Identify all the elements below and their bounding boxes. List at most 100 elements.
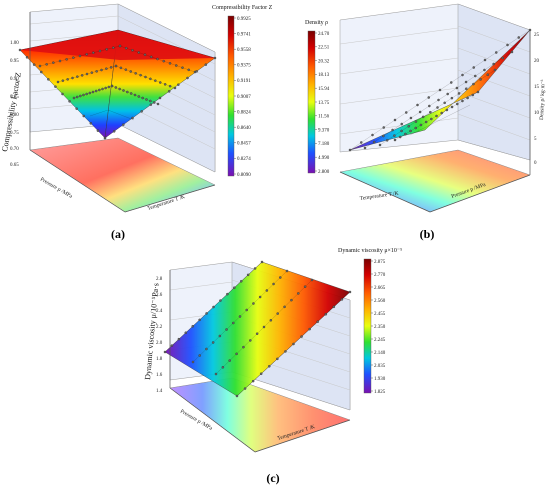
surface-marker	[416, 103, 419, 107]
surface-marker	[98, 49, 102, 53]
surface-marker	[143, 53, 147, 56]
surface-marker	[300, 335, 303, 338]
panel-a-ztick: 0.80	[10, 113, 19, 118]
surface-marker	[332, 305, 336, 309]
surface-marker	[65, 58, 68, 61]
surface-marker	[162, 59, 165, 63]
surface-marker	[133, 93, 137, 97]
surface-marker	[253, 267, 257, 270]
surface-marker	[464, 87, 468, 91]
surface-marker	[104, 86, 107, 90]
surface-marker	[112, 130, 116, 133]
surface-marker	[400, 129, 403, 133]
panel-b-xlabel: Temperature T /K	[359, 191, 399, 202]
surface-marker	[134, 72, 137, 75]
surface-marker	[348, 290, 352, 294]
surface-marker	[122, 123, 125, 126]
panel-a-ztick: 1.00	[10, 41, 19, 46]
surface-marker	[137, 95, 141, 98]
colorbar-tick-label: 24.70	[318, 32, 330, 37]
surface-marker	[152, 101, 156, 104]
colorbar-tick-label: 2.770	[374, 273, 386, 278]
panel-c-colorbar-ticks: 2.875 2.770 2.665 2.560 2.455 2.350 2.245 2.140…	[371, 260, 386, 395]
surface-marker	[393, 118, 397, 122]
surface-marker	[393, 134, 396, 137]
surface-marker	[303, 285, 307, 288]
surface-marker	[501, 56, 505, 60]
surface-marker	[221, 366, 225, 369]
surface-marker	[126, 90, 129, 94]
panel-a-label: (a)	[111, 227, 125, 241]
surface-marker	[472, 66, 475, 69]
surface-marker	[219, 299, 222, 302]
surface-marker	[316, 320, 319, 323]
surface-marker	[186, 76, 189, 80]
colorbar-tick-label: 0.8640	[237, 126, 251, 131]
surface-marker	[88, 91, 92, 95]
colorbar-tick-label: 2.800	[318, 170, 330, 175]
panel-a-ztick: 0.95	[10, 59, 19, 64]
surface-marker	[149, 99, 152, 103]
panel-c-ztick: 2.2	[156, 325, 163, 330]
surface-marker	[158, 81, 162, 84]
surface-marker	[125, 46, 128, 50]
surface-marker	[105, 48, 108, 51]
surface-marker	[85, 53, 88, 56]
surface-marker	[265, 289, 269, 292]
panel-a-zlabel: Compressibility Factor Z	[0, 71, 23, 152]
panel-c-ztick: 1.6	[156, 373, 163, 378]
surface-marker	[506, 43, 509, 47]
surface-marker	[235, 394, 239, 398]
surface-marker	[75, 95, 79, 99]
surface-marker	[92, 51, 95, 54]
surface-marker	[198, 318, 201, 322]
surface-marker	[479, 78, 482, 81]
panel-c-colorbar	[363, 258, 372, 394]
colorbar-tick-label: 18.13	[318, 73, 330, 78]
colorbar-tick-label: 0.9925	[237, 17, 251, 22]
surface-marker	[75, 107, 78, 110]
surface-marker	[61, 79, 65, 82]
surface-marker	[308, 327, 311, 331]
colorbar-tick-label: 2.245	[374, 338, 386, 343]
surface-marker	[455, 102, 459, 106]
surface-marker	[359, 141, 363, 144]
surface-marker	[66, 78, 69, 81]
surface-marker	[205, 347, 208, 351]
surface-marker	[437, 98, 440, 102]
surface-marker	[109, 66, 113, 69]
panel-c-ztick: 2.6	[156, 293, 163, 298]
panel-c-markers	[163, 260, 352, 398]
surface-marker	[95, 70, 98, 73]
surface-marker	[191, 325, 194, 328]
colorbar-tick-label: 0.9375	[237, 64, 251, 69]
surface-marker	[419, 123, 423, 127]
surface-marker	[228, 359, 231, 362]
surface-marker	[404, 111, 408, 114]
surface-marker	[324, 313, 328, 316]
surface-marker	[98, 88, 101, 92]
surface-marker	[483, 68, 486, 72]
surface-marker	[149, 103, 153, 106]
panel-b-side-wall	[457, 3, 531, 161]
surface-marker	[492, 62, 495, 66]
surface-marker	[371, 133, 374, 137]
colorbar-tick-label: 9.370	[318, 128, 330, 133]
surface-marker	[154, 79, 157, 82]
colorbar-tick-label: 7.180	[318, 142, 330, 147]
surface-marker	[255, 332, 259, 335]
panel-b: 25 20 15 10 5 0 Density ρ/ kg·m⁻³ Temper…	[305, 3, 546, 241]
surface-marker	[436, 106, 439, 109]
surface-marker	[72, 96, 76, 100]
surface-marker	[156, 102, 160, 106]
colorbar-tick-label: 0.9007	[237, 95, 251, 100]
surface-marker	[276, 357, 279, 361]
surface-marker	[158, 96, 162, 100]
surface-marker	[47, 78, 50, 81]
surface-marker	[232, 321, 235, 325]
surface-marker	[38, 64, 42, 68]
surface-marker	[400, 122, 403, 126]
panel-a-xlabel: Pressure p /MPa	[39, 177, 74, 201]
surface-marker	[252, 302, 255, 305]
surface-marker	[260, 260, 264, 264]
